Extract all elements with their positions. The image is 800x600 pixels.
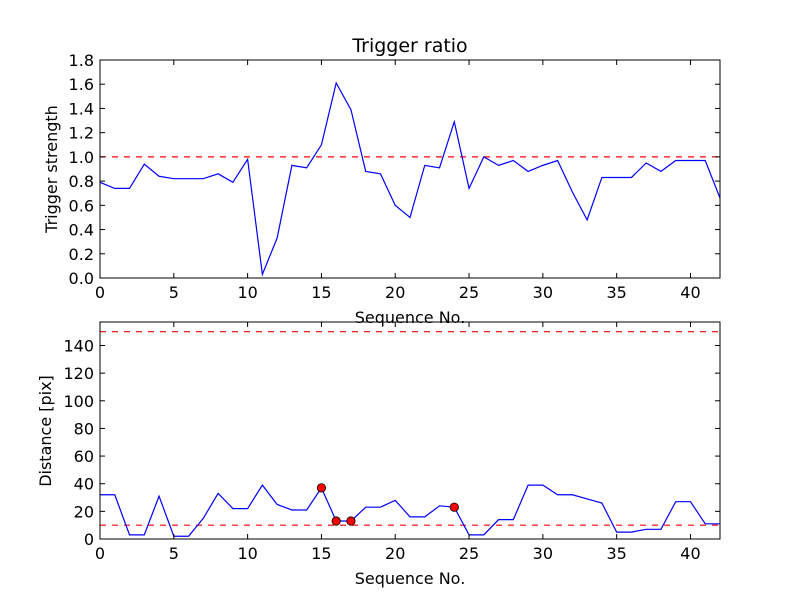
- x-tick-label: 10: [237, 544, 257, 563]
- distance-plot-area: 0 5 10 15 20 25 30 35 40 0 20 40 60 80 100 120 140: [63, 321, 721, 563]
- x-tick-label: 40: [680, 544, 700, 563]
- y-tick-label: 140: [63, 336, 94, 355]
- data-layer: [100, 331, 720, 537]
- outlier-marker: [346, 516, 356, 526]
- y-tick-label: 80: [74, 419, 94, 438]
- y-tick-label: 1.6: [69, 75, 94, 94]
- y-tick-label: 40: [74, 475, 94, 494]
- axes-frame: [99, 59, 721, 279]
- y-tick-label: 0: [84, 530, 94, 549]
- series-line: [100, 484, 720, 537]
- y-tick-label: 120: [63, 364, 94, 383]
- y-tick-label: 1.4: [69, 99, 94, 118]
- y-tick-label: 100: [63, 392, 94, 411]
- x-tick-label: 10: [237, 283, 257, 302]
- x-tick-label: 0: [95, 283, 105, 302]
- y-tick-label: 1.8: [69, 51, 94, 70]
- distance-panel: Sequence No. Distance [pix] 0 5 10 15 20 25 30…: [36, 321, 721, 588]
- chart-title: Trigger ratio: [351, 35, 467, 57]
- y-axis-label: Distance [pix]: [36, 375, 55, 487]
- outlier-marker: [316, 483, 327, 493]
- y-tick-label: 0.2: [69, 245, 94, 264]
- x-tick-label: 35: [606, 544, 626, 563]
- axes-frame: [99, 321, 721, 540]
- x-tick-label: 40: [680, 283, 700, 302]
- trigger-ratio-plot-area: 0 5 10 15 20 25 30 35 40 0.0 0.2 0.4 0.6 0.8 1.0 1.2 1.4…: [69, 51, 721, 302]
- y-tick-label: 1.2: [69, 124, 94, 143]
- x-tick-label: 35: [606, 283, 626, 302]
- x-axis-label: Sequence No.: [355, 308, 466, 327]
- series-line: [100, 81, 720, 277]
- x-tick-label: 30: [533, 544, 553, 563]
- y-tick-label: 1.0: [69, 148, 94, 167]
- y-tick-label: 0.4: [69, 221, 94, 240]
- data-layer: [100, 81, 720, 277]
- x-tick-label: 25: [459, 544, 479, 563]
- x-tick-label: 25: [459, 283, 479, 302]
- x-tick-label: 30: [533, 283, 553, 302]
- y-tick-label: 20: [74, 502, 94, 521]
- x-tick-label: 5: [169, 544, 179, 563]
- x-tick-label: 0: [95, 544, 105, 563]
- x-tick-label: 20: [385, 544, 405, 563]
- x-tick-label: 15: [311, 283, 331, 302]
- x-axis-label: Sequence No.: [355, 569, 466, 588]
- y-tick-label: 0.6: [69, 196, 94, 215]
- y-tick-label: 0.8: [69, 172, 94, 191]
- x-tick-label: 5: [169, 283, 179, 302]
- y-axis-label: Trigger strength: [42, 105, 61, 234]
- trigger-ratio-panel: Trigger ratio Sequence No. Trigger stren…: [42, 35, 721, 327]
- y-tick-label: 0.0: [69, 269, 94, 288]
- x-tick-label: 15: [311, 544, 331, 563]
- outlier-marker: [331, 516, 341, 526]
- y-tick-label: 60: [74, 447, 94, 466]
- outlier-marker: [449, 502, 459, 512]
- x-tick-label: 20: [385, 283, 405, 302]
